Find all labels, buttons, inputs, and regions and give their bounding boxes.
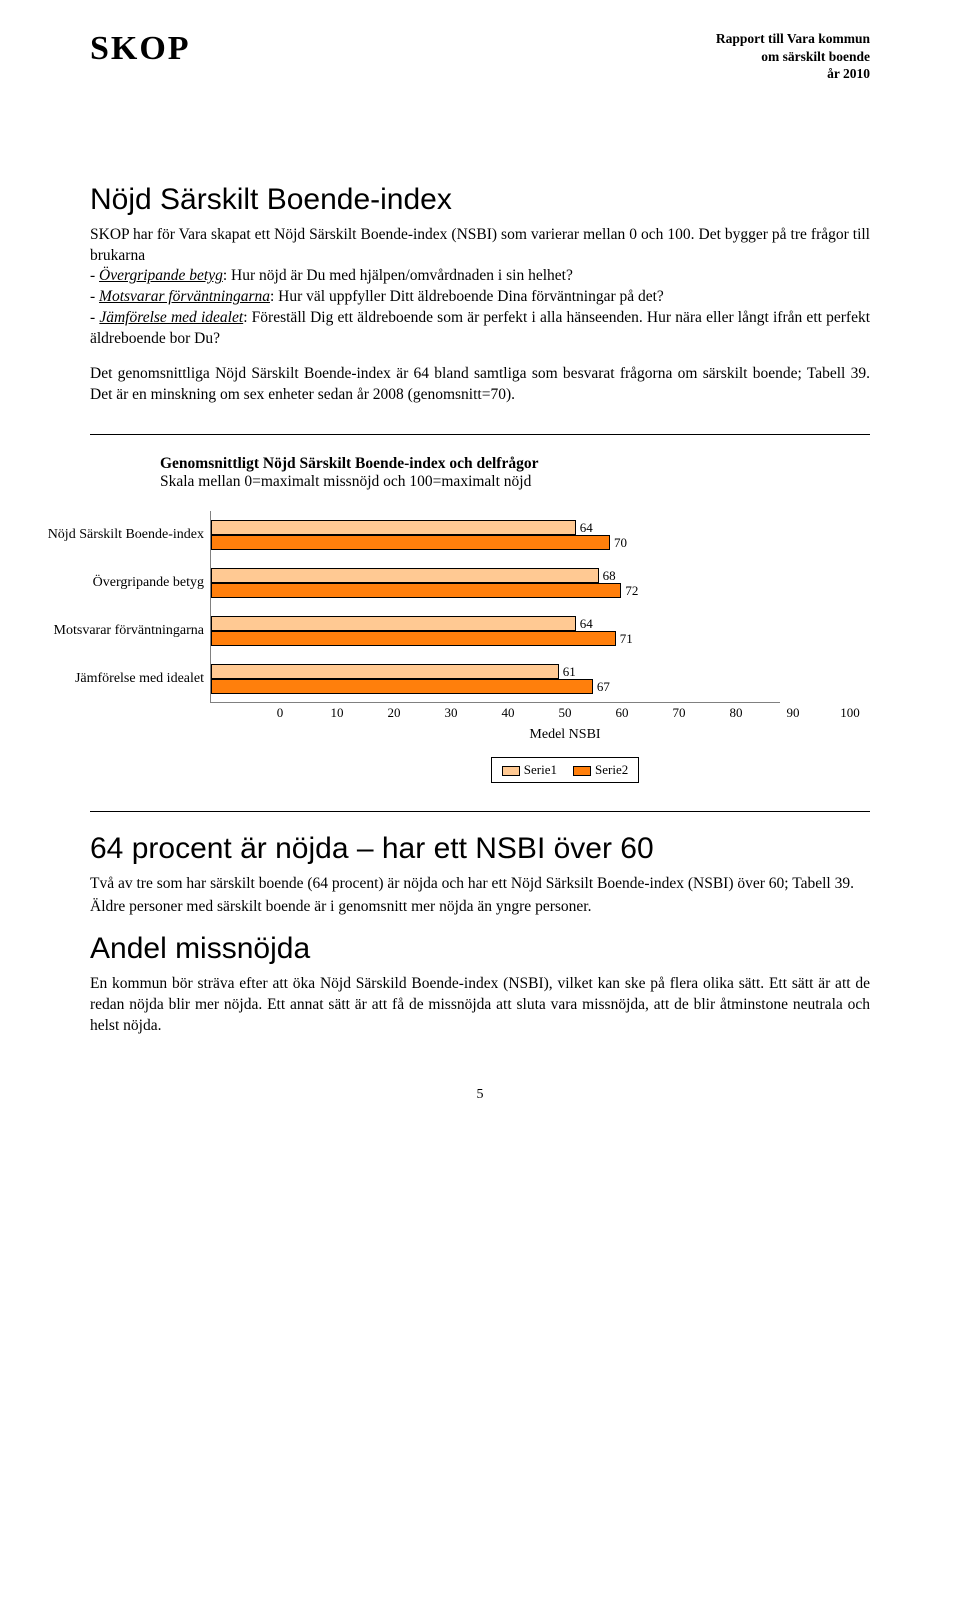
bar-value-label: 67 xyxy=(597,679,610,694)
x-tick: 0 xyxy=(277,705,284,721)
meta-line: om särskilt boende xyxy=(716,48,870,66)
section-title: Nöjd Särskilt Boende-index xyxy=(90,183,870,217)
legend-box: Serie1 Serie2 xyxy=(491,757,639,783)
x-tick: 60 xyxy=(616,705,629,721)
bar xyxy=(211,535,610,550)
x-tick: 80 xyxy=(730,705,743,721)
section1-para1-block: SKOP har för Vara skapat ett Nöjd Särski… xyxy=(90,225,870,351)
x-tick: 30 xyxy=(445,705,458,721)
section2-para2: Äldre personer med särskilt boende är i … xyxy=(90,897,870,918)
bar xyxy=(211,616,576,631)
bar-chart: Nöjd Särskilt Boende-indexÖvergripande b… xyxy=(20,511,870,703)
x-tick: 20 xyxy=(388,705,401,721)
category-label: Motsvarar förväntningarna xyxy=(20,607,210,655)
report-meta: Rapport till Vara kommun om särskilt boe… xyxy=(716,30,870,83)
bullet-text: : Hur nöjd är Du med hjälpen/omvårdnaden… xyxy=(223,267,573,284)
x-tick: 50 xyxy=(559,705,572,721)
bar xyxy=(211,568,599,583)
chart-plot-area: 64 70 68 72 64 71 61 67 xyxy=(210,511,780,703)
bar-group: 68 72 xyxy=(211,559,781,607)
x-tick: 90 xyxy=(787,705,800,721)
category-label: Jämförelse med idealet xyxy=(20,655,210,703)
bar-value-label: 64 xyxy=(580,616,593,631)
skop-logo: SKOP xyxy=(90,30,191,68)
bar xyxy=(211,664,559,679)
page-number: 5 xyxy=(90,1087,870,1103)
bar-group: 64 70 xyxy=(211,511,781,559)
meta-line: år 2010 xyxy=(716,65,870,83)
bar xyxy=(211,631,616,646)
x-axis-title: Medel NSBI xyxy=(280,727,850,743)
divider xyxy=(90,811,870,812)
legend-label: Serie1 xyxy=(524,762,557,777)
divider xyxy=(90,434,870,435)
category-labels: Nöjd Särskilt Boende-indexÖvergripande b… xyxy=(20,511,210,703)
bar-value-label: 68 xyxy=(603,568,616,583)
x-axis-ticks: 0102030405060708090100 xyxy=(280,703,850,725)
bullet-text: : Hur väl uppfyller Ditt äldreboende Din… xyxy=(270,288,664,305)
bullet-label: Motsvarar förväntningarna xyxy=(99,288,270,305)
bullet-label: Övergripande betyg xyxy=(99,267,223,284)
page-header: SKOP Rapport till Vara kommun om särskil… xyxy=(90,30,870,83)
chart-subtitle: Skala mellan 0=maximalt missnöjd och 100… xyxy=(160,473,870,491)
legend-item: Serie2 xyxy=(573,762,628,778)
bar-value-label: 72 xyxy=(625,583,638,598)
section2-para1: Två av tre som har särskilt boende (64 p… xyxy=(90,874,870,895)
section-title: Andel missnöjda xyxy=(90,932,870,966)
x-tick: 10 xyxy=(331,705,344,721)
section1-para2: Det genomsnittliga Nöjd Särskilt Boende-… xyxy=(90,364,870,406)
bar-value-label: 61 xyxy=(563,664,576,679)
bar xyxy=(211,583,621,598)
chart-headings: Genomsnittligt Nöjd Särskilt Boende-inde… xyxy=(160,455,870,491)
bar-value-label: 71 xyxy=(620,631,633,646)
bar xyxy=(211,520,576,535)
bar-value-label: 70 xyxy=(614,535,627,550)
bar-group: 61 67 xyxy=(211,655,781,703)
legend-swatch xyxy=(573,766,591,776)
chart-legend: Serie1 Serie2 xyxy=(280,757,850,783)
para-text: SKOP har för Vara skapat ett Nöjd Särski… xyxy=(90,226,870,264)
x-tick: 70 xyxy=(673,705,686,721)
x-tick: 40 xyxy=(502,705,515,721)
meta-line: Rapport till Vara kommun xyxy=(716,30,870,48)
x-tick: 100 xyxy=(840,705,860,721)
bar-group: 64 71 xyxy=(211,607,781,655)
legend-swatch xyxy=(502,766,520,776)
section-title: 64 procent är nöjda – har ett NSBI över … xyxy=(90,832,870,866)
legend-label: Serie2 xyxy=(595,762,628,777)
chart-title: Genomsnittligt Nöjd Särskilt Boende-inde… xyxy=(160,455,870,473)
category-label: Nöjd Särskilt Boende-index xyxy=(20,511,210,559)
category-label: Övergripande betyg xyxy=(20,559,210,607)
section3-para1: En kommun bör sträva efter att öka Nöjd … xyxy=(90,974,870,1037)
bar xyxy=(211,679,593,694)
bar-value-label: 64 xyxy=(580,520,593,535)
bullet-label: Jämförelse med idealet xyxy=(99,309,243,326)
legend-item: Serie1 xyxy=(502,762,557,778)
